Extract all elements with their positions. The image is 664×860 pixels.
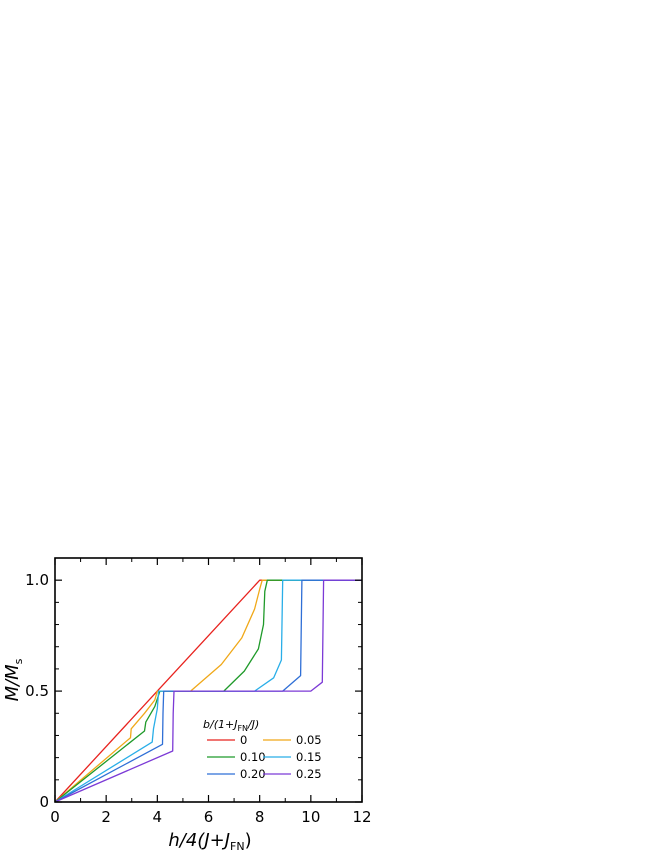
legend-label: 0 [240, 733, 247, 747]
x-tick-label: 4 [153, 808, 163, 826]
legend-label: 0.20 [240, 767, 266, 781]
x-tick-label: 10 [301, 808, 320, 826]
y-tick-label: 1.0 [25, 571, 49, 589]
tick-layer: 0 2 4 6 8 10 12 0 0.5 1.0 [25, 558, 372, 826]
series-layer [54, 579, 362, 803]
legend-label: 0.25 [296, 767, 322, 781]
x-tick-label: 0 [50, 808, 60, 826]
legend-label: 0.10 [240, 750, 266, 764]
series-line-0_10 [54, 579, 362, 803]
y-tick-label: 0 [39, 793, 49, 811]
legend-title: b/(1+JFN/J) [203, 718, 259, 733]
legend: 0 0.05 0.10 0.15 0.20 0.25 [207, 733, 322, 781]
x-tick-label: 8 [255, 808, 265, 826]
legend-label: 0.05 [296, 733, 322, 747]
x-tick-label: 12 [352, 808, 371, 826]
x-tick-label: 6 [204, 808, 214, 826]
series-line-0_25 [54, 579, 362, 803]
legend-label: 0.15 [296, 750, 322, 764]
y-tick-label: 0.5 [25, 682, 49, 700]
x-axis-title: h/4(J+JFN) [168, 830, 251, 853]
y-axis-title: M/Ms [2, 658, 25, 701]
x-tick-label: 2 [101, 808, 111, 826]
